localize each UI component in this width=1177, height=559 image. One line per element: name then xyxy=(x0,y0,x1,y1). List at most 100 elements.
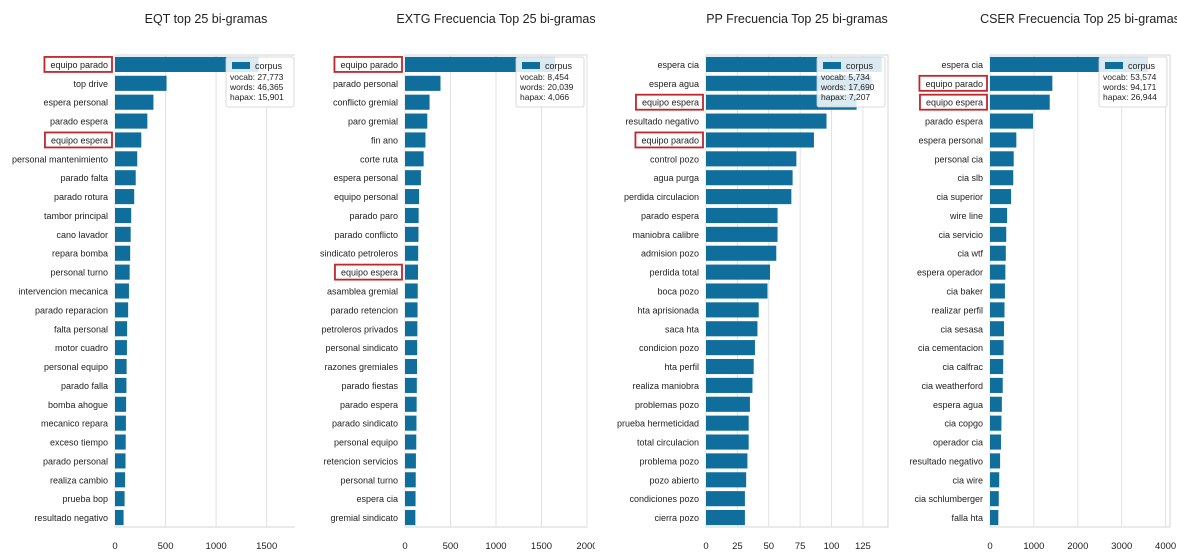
bar xyxy=(115,75,167,91)
x-tick-label: 1500 xyxy=(531,541,552,552)
category-label: saca hta xyxy=(665,324,699,334)
bar xyxy=(706,189,792,205)
category-label: personal turno xyxy=(340,475,398,485)
category-label: parado falta xyxy=(60,173,108,183)
chart-title: CSER Frecuencia Top 25 bi-gramas xyxy=(980,12,1177,26)
legend-swatch xyxy=(823,62,841,69)
category-label: espera agua xyxy=(649,79,699,89)
bar xyxy=(405,415,417,431)
bar xyxy=(405,207,419,224)
bar xyxy=(115,151,138,167)
bar xyxy=(706,358,754,375)
bar xyxy=(405,75,441,91)
x-tick-label: 0 xyxy=(112,541,117,552)
bar xyxy=(706,226,778,242)
category-label: equipo parado xyxy=(925,79,983,89)
bar xyxy=(115,245,131,261)
bar xyxy=(706,396,750,412)
legend-swatch xyxy=(522,62,540,69)
bar xyxy=(706,340,755,356)
bar xyxy=(405,321,418,337)
category-label: espera cia xyxy=(941,60,983,70)
bar xyxy=(405,226,419,242)
highlight-box xyxy=(334,263,403,281)
legend-stat: words: 46,365 xyxy=(229,82,284,92)
highlight-box xyxy=(634,131,704,149)
legend-box xyxy=(1098,56,1168,108)
legend-stat: vocab: 53,574 xyxy=(1103,72,1157,82)
bar xyxy=(990,264,1006,280)
bar xyxy=(706,170,793,186)
category-label: parado retencion xyxy=(330,305,398,315)
bar xyxy=(990,377,1003,393)
category-label: corte ruta xyxy=(360,154,398,164)
panel-cser: CSER Frecuencia Top 25 bi-gramas 0 1000 200… xyxy=(893,0,1177,554)
bar xyxy=(405,264,419,280)
bar xyxy=(990,453,1001,469)
category-label: conflicto gremial xyxy=(333,98,398,108)
highlight-box xyxy=(919,93,988,111)
category-label: problema pozo xyxy=(639,456,699,466)
x-tick-label: 50 xyxy=(763,541,774,552)
bar xyxy=(115,94,154,110)
category-label: parado personal xyxy=(333,79,398,89)
bar xyxy=(115,377,127,393)
x-tick-label: 2000 xyxy=(576,541,595,552)
bar xyxy=(405,189,420,205)
legend-label: corpus xyxy=(1128,61,1156,71)
bar xyxy=(115,264,130,280)
category-label: equipo parado xyxy=(50,60,108,70)
category-label: problemas pozo xyxy=(635,400,699,410)
category-label: espera personal xyxy=(43,98,108,108)
bar xyxy=(706,491,745,507)
x-tick-label: 2000 xyxy=(1067,541,1088,552)
chart-extg: EXTG Frecuencia Top 25 bi-gramas 0 500 1000… xyxy=(320,12,598,552)
bar xyxy=(405,283,418,299)
category-label: prueba hermeticidad xyxy=(617,419,699,429)
chart-title: EQT top 25 bi-gramas xyxy=(145,12,268,26)
bar xyxy=(405,491,416,507)
x-tick-label: 0 xyxy=(703,541,708,552)
chart-cser: CSER Frecuencia Top 25 bi-gramas 0 1000 200… xyxy=(909,12,1177,552)
bar xyxy=(115,283,129,299)
bar xyxy=(990,321,1005,337)
category-label: control pozo xyxy=(650,154,699,164)
x-tick-label: 500 xyxy=(158,541,174,552)
category-label: personal turno xyxy=(50,268,108,278)
legend-label: corpus xyxy=(846,61,874,71)
category-label: operador cia xyxy=(933,438,983,448)
category-label: perdida total xyxy=(649,268,699,278)
category-label: equipo espera xyxy=(926,98,983,108)
category-label: condicion pozo xyxy=(639,343,699,353)
bar xyxy=(706,151,797,167)
category-label: realizar perfil xyxy=(931,305,983,315)
category-label: equipo parado xyxy=(641,135,699,145)
bar xyxy=(405,453,416,469)
category-label: realiza cambio xyxy=(50,475,108,485)
category-label: cia servicio xyxy=(938,230,983,240)
bar xyxy=(990,207,1008,224)
bar xyxy=(706,377,753,393)
bar xyxy=(405,113,428,129)
category-label: parado rotura xyxy=(54,192,108,202)
category-label: agua purga xyxy=(653,173,699,183)
category-label: resultado negativo xyxy=(909,456,983,466)
category-label: maniobra calibre xyxy=(632,230,699,240)
category-label: cia baker xyxy=(946,287,983,297)
bar xyxy=(990,94,1050,110)
category-label: cia slb xyxy=(957,173,983,183)
category-label: realiza maniobra xyxy=(632,381,699,391)
bar xyxy=(990,396,1002,412)
category-label: espera cia xyxy=(356,494,398,504)
bar xyxy=(706,453,748,469)
bar xyxy=(405,170,421,186)
category-label: cia calfrac xyxy=(942,362,983,372)
bar xyxy=(706,113,827,129)
category-label: parado personal xyxy=(43,456,108,466)
chart-title: PP Frecuencia Top 25 bi-gramas xyxy=(706,12,888,26)
category-label: falla hta xyxy=(951,513,983,523)
panel-extg: EXTG Frecuencia Top 25 bi-gramas 0 500 1000… xyxy=(305,0,598,554)
category-label: perdida circulacion xyxy=(624,192,699,202)
legend-swatch xyxy=(1105,62,1123,69)
chart-eqt: EQT top 25 bi-gramas 0 500 1000 1500 equipo p… xyxy=(12,12,298,552)
